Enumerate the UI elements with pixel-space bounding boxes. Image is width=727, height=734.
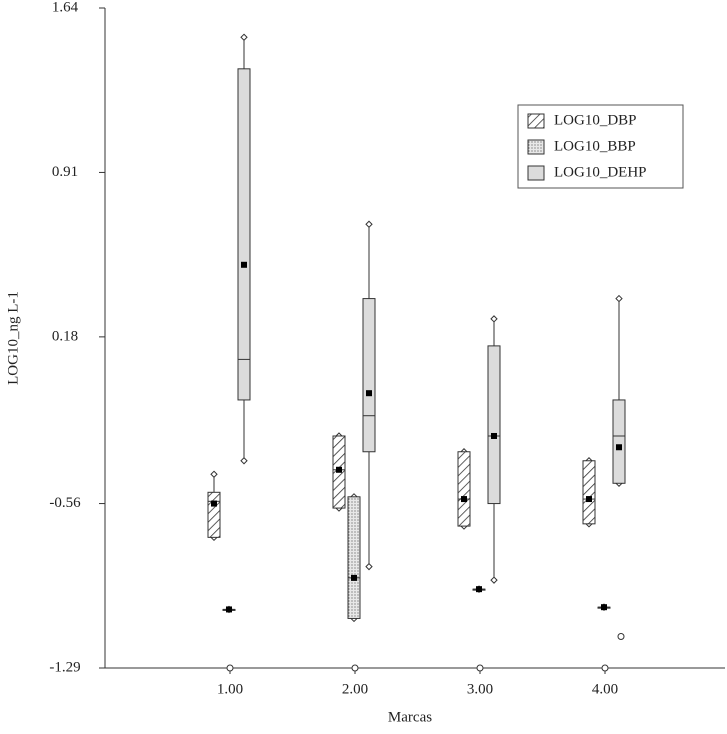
whisker-cap <box>210 470 218 478</box>
y-tick-label: -0.56 <box>49 495 81 511</box>
y-tick-label: -1.29 <box>49 659 80 675</box>
whisker-cap <box>490 315 498 323</box>
y-axis-label: LOG10_ng L-1 <box>5 291 21 385</box>
x-tick-marker <box>601 664 609 672</box>
mean <box>366 390 372 397</box>
whisker-cap <box>615 294 623 303</box>
y-tick-label: 1.64 <box>52 0 79 15</box>
whisker-cap <box>240 33 248 41</box>
legend-swatch <box>527 139 545 155</box>
whisker-cap <box>365 562 373 571</box>
x-tick-label: 3.00 <box>467 681 493 697</box>
box <box>612 399 626 484</box>
x-tick-marker <box>226 664 234 672</box>
legend-label: LOG10_BBP <box>554 138 636 154</box>
mean <box>601 604 607 611</box>
legend <box>517 104 684 189</box>
x-tick-label: 2.00 <box>342 681 368 697</box>
mean <box>226 606 232 613</box>
box <box>362 298 376 453</box>
legend-swatch <box>527 113 545 129</box>
mean <box>586 496 592 503</box>
box <box>582 460 596 525</box>
whisker-cap <box>365 220 373 228</box>
mean <box>241 261 247 268</box>
box <box>457 451 471 527</box>
legend-label: LOG10_DBP <box>554 112 637 128</box>
y-tick-label: 0.18 <box>52 328 78 344</box>
legend-label: LOG10_DEHP <box>554 164 647 180</box>
mean <box>461 496 467 503</box>
box <box>487 345 501 505</box>
mean <box>491 432 497 439</box>
mean <box>351 574 357 581</box>
x-tick-marker <box>351 664 359 672</box>
mean <box>616 444 622 451</box>
x-axis-label: Marcas <box>388 709 432 725</box>
legend-swatch <box>527 165 545 181</box>
mean <box>476 586 482 593</box>
mean <box>211 500 217 507</box>
box <box>347 496 361 619</box>
x-tick-marker <box>476 664 484 672</box>
y-tick-label: 0.91 <box>52 164 78 180</box>
outlier <box>617 632 625 640</box>
whisker-cap <box>240 457 248 465</box>
x-tick-label: 1.00 <box>217 681 243 697</box>
whisker-cap <box>490 576 498 584</box>
box <box>207 491 221 538</box>
mean <box>336 466 342 473</box>
box <box>237 68 251 401</box>
x-tick-label: 4.00 <box>592 681 618 697</box>
